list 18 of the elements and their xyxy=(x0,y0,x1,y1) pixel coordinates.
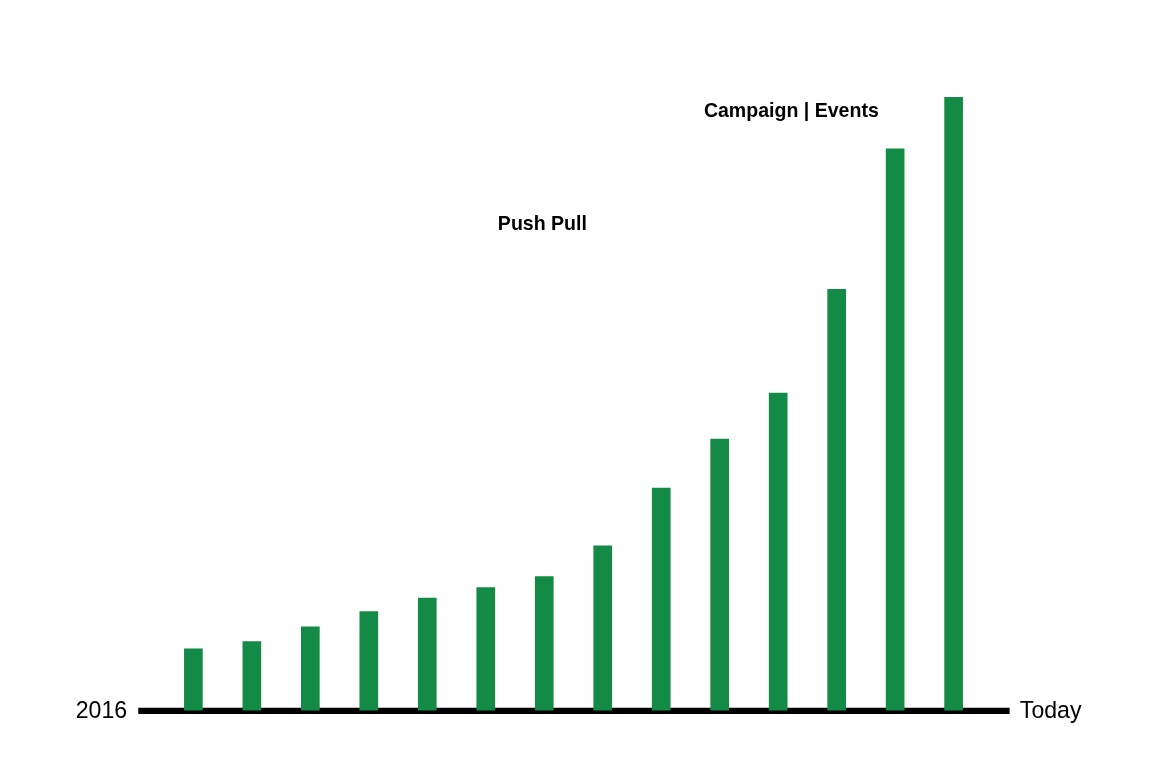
bar xyxy=(651,487,671,711)
annotation: Push Pull xyxy=(497,212,587,235)
bar xyxy=(242,641,262,711)
bar xyxy=(944,97,963,711)
bar xyxy=(768,392,788,711)
text: 2016 xyxy=(75,696,128,723)
annotation: Campaign | Events xyxy=(703,99,879,122)
bar xyxy=(417,597,437,711)
bar xyxy=(359,611,379,711)
bar xyxy=(593,545,613,711)
bar xyxy=(534,576,554,711)
bar xyxy=(184,648,203,711)
bar xyxy=(885,148,905,711)
bar xyxy=(710,438,730,711)
bar xyxy=(827,289,846,711)
bar xyxy=(476,587,496,711)
text: Today xyxy=(1019,696,1082,723)
bar xyxy=(301,626,320,711)
